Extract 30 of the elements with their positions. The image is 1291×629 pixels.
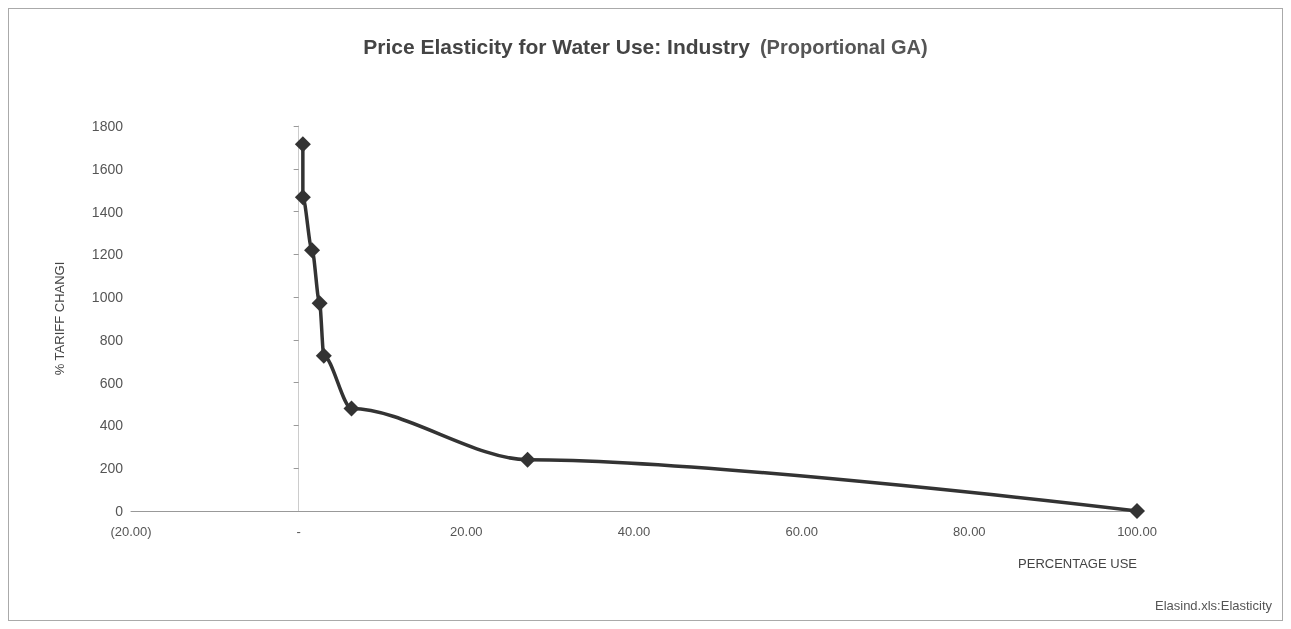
x-tick-label: 20.00 [450, 524, 483, 539]
y-tick-label: 800 [99, 331, 124, 348]
point [1129, 503, 1145, 519]
y-tick-label: 1600 [91, 160, 124, 177]
x-tick-label: 60.00 [785, 524, 818, 539]
x-tick-label: 80.00 [953, 524, 986, 539]
chart-subtitle: (Proportional GA) [759, 35, 928, 58]
text: Elasind.xls:Elasticity [1154, 598, 1273, 613]
y-axis-title: % TARIFF CHANGI [52, 261, 67, 376]
x-axis-title: PERCENTAGE USE [1018, 556, 1138, 571]
chart-title: Price Elasticity for Water Use: Industry [363, 35, 751, 58]
point [315, 347, 332, 364]
x-tick-label: (20.00) [110, 524, 152, 539]
y-tick-label: 1400 [91, 203, 124, 220]
y-tick-label: 1000 [91, 289, 124, 306]
point [311, 295, 328, 312]
y-tick-label: 200 [99, 460, 124, 477]
point [343, 400, 360, 417]
y-tick-label: 1200 [91, 246, 124, 263]
point [304, 242, 321, 259]
y-tick-label: 1800 [91, 118, 124, 134]
x-tick-label: - [296, 524, 301, 539]
x-tick-label: 40.00 [617, 524, 651, 539]
y-tick-label: 0 [115, 503, 124, 519]
point [294, 189, 311, 206]
x-tick-label: 100.00 [1117, 524, 1157, 539]
y-tick-label: 400 [99, 417, 124, 434]
y-tick-label: 600 [99, 374, 124, 391]
point [519, 451, 536, 468]
point [294, 136, 311, 153]
